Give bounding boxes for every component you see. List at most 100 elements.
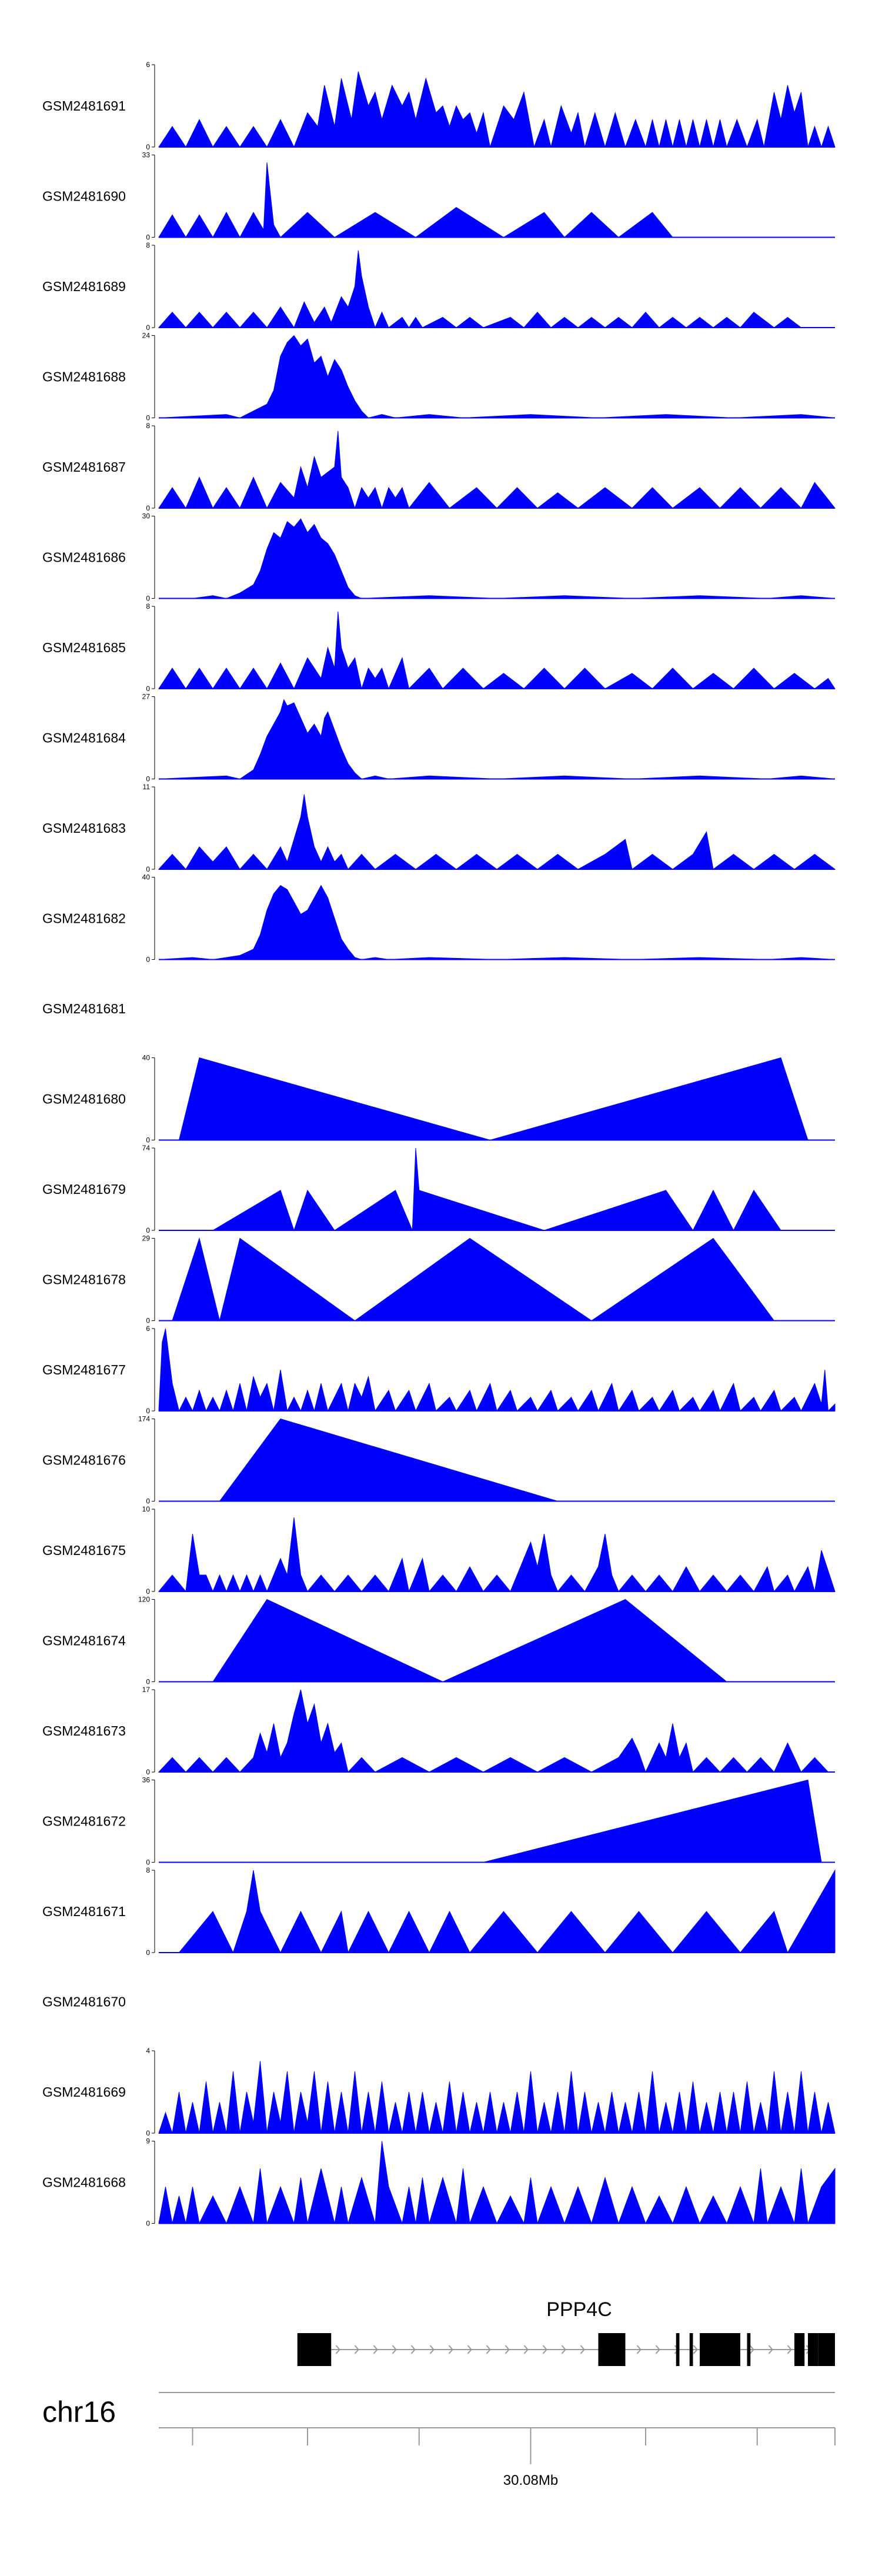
- track-GSM2481687: GSM2481687 8 0: [42, 422, 836, 512]
- genome-axis: chr16 30.08Mb: [42, 2392, 836, 2488]
- y-max-label: 17: [142, 1686, 151, 1694]
- exon: [598, 2333, 626, 2366]
- y-min-label: 0: [146, 956, 150, 964]
- y-max-label: 6: [146, 61, 150, 69]
- y-min-label: 0: [146, 2220, 150, 2228]
- y-min-label: 0: [146, 1136, 150, 1144]
- strand-arrow: [429, 2345, 435, 2354]
- exon: [328, 2333, 332, 2366]
- coverage-area: [158, 162, 767, 238]
- coverage-area: [158, 699, 836, 780]
- y-max-label: 11: [143, 783, 151, 791]
- y-min-label: 0: [146, 1768, 150, 1776]
- gene-name-label: PPP4C: [546, 2298, 612, 2321]
- track-label: GSM2481688: [42, 369, 126, 385]
- y-max-label: 33: [142, 151, 151, 159]
- y-min-label: 0: [146, 233, 150, 242]
- y-max-label: 8: [146, 422, 150, 430]
- coverage-area: [158, 2061, 836, 2134]
- strand-arrow: [580, 2345, 585, 2354]
- track-label: GSM2481684: [42, 730, 126, 746]
- track-GSM2481677: GSM2481677 6 0: [42, 1324, 836, 1415]
- y-min-label: 0: [146, 323, 150, 332]
- y-max-label: 9: [146, 2137, 150, 2145]
- track-label: GSM2481668: [42, 2175, 126, 2190]
- exon: [676, 2333, 680, 2366]
- track-label: GSM2481676: [42, 1453, 126, 1468]
- y-min-label: 0: [146, 1858, 150, 1867]
- track-label: GSM2481671: [42, 1904, 126, 1919]
- track-label: GSM2481685: [42, 640, 126, 655]
- exon: [297, 2333, 301, 2366]
- track-GSM2481679: GSM2481679 74 0: [42, 1144, 835, 1234]
- strand-arrow: [486, 2345, 491, 2354]
- track-GSM2481671: GSM2481671 8 0: [42, 1866, 836, 1957]
- y-max-label: 8: [146, 1866, 150, 1874]
- track-label: GSM2481683: [42, 820, 126, 836]
- track-label: GSM2481679: [42, 1182, 126, 1197]
- y-min-label: 0: [146, 595, 150, 603]
- track-GSM2481685: GSM2481685 8 0: [42, 602, 836, 693]
- track-label: GSM2481677: [42, 1362, 126, 1377]
- exon: [808, 2333, 818, 2366]
- track-GSM2481676: GSM2481676 174 0: [42, 1415, 835, 1506]
- coverage-area: [483, 1779, 822, 1863]
- strand-arrow: [636, 2345, 642, 2354]
- y-max-label: 8: [146, 602, 150, 610]
- gene-track: PPP4C: [297, 2298, 835, 2366]
- y-min-label: 0: [146, 685, 150, 693]
- y-max-label: 10: [142, 1505, 151, 1513]
- track-label: GSM2481691: [42, 98, 126, 114]
- strand-arrow: [467, 2345, 472, 2354]
- y-max-label: 74: [142, 1144, 151, 1152]
- track-label: GSM2481669: [42, 2084, 126, 2100]
- track-GSM2481689: GSM2481689 8 0: [42, 241, 835, 332]
- track-GSM2481674: GSM2481674 120 0: [42, 1596, 835, 1686]
- coverage-area: [158, 431, 836, 509]
- y-min-label: 0: [146, 1497, 150, 1506]
- strand-arrow: [392, 2345, 397, 2354]
- strand-arrow: [749, 2345, 754, 2354]
- y-min-label: 0: [146, 1948, 150, 1957]
- y-min-label: 0: [146, 1317, 150, 1325]
- strand-arrow: [561, 2345, 566, 2354]
- strand-arrow: [335, 2345, 340, 2354]
- strand-arrow: [505, 2345, 510, 2354]
- y-max-label: 29: [142, 1234, 151, 1243]
- y-max-label: 4: [146, 2047, 150, 2055]
- strand-arrow: [787, 2345, 792, 2354]
- coverage-area: [158, 335, 836, 419]
- track-GSM2481683: GSM2481683 11 0: [42, 783, 836, 873]
- track-GSM2481686: GSM2481686 30 0: [42, 512, 836, 603]
- coverage-area: [219, 1418, 558, 1501]
- y-min-label: 0: [146, 1678, 150, 1686]
- coverage-area: [158, 71, 836, 148]
- track-GSM2481690: GSM2481690 33 0: [42, 151, 835, 242]
- coverage-area: [212, 1147, 781, 1232]
- track-label: GSM2481682: [42, 911, 126, 926]
- y-min-label: 0: [146, 865, 150, 873]
- y-min-label: 0: [146, 1587, 150, 1596]
- data-tracks: GSM248169160GSM2481690330GSM248168980GSM…: [42, 61, 836, 2228]
- coverage-area: [172, 1237, 775, 1322]
- axis-tick-label: 30.08Mb: [503, 2472, 558, 2488]
- exon: [300, 2333, 328, 2366]
- strand-arrow: [354, 2345, 359, 2354]
- coverage-area: [158, 2141, 836, 2225]
- chromosome-label: chr16: [42, 2395, 116, 2428]
- strand-arrow: [693, 2345, 698, 2354]
- track-label: GSM2481681: [42, 1001, 126, 1016]
- track-label: GSM2481690: [42, 189, 126, 204]
- coverage-area: [178, 1057, 808, 1141]
- y-max-label: 6: [146, 1324, 150, 1333]
- track-GSM2481688: GSM2481688 24 0: [42, 332, 836, 422]
- strand-arrow: [768, 2345, 773, 2354]
- y-max-label: 120: [138, 1596, 150, 1604]
- y-max-label: 24: [142, 332, 151, 340]
- y-min-label: 0: [146, 414, 150, 422]
- track-label: GSM2481686: [42, 550, 126, 565]
- track-GSM2481669: GSM2481669 4 0: [42, 2047, 836, 2137]
- track-label: GSM2481678: [42, 1272, 126, 1287]
- track-label: GSM2481674: [42, 1633, 126, 1649]
